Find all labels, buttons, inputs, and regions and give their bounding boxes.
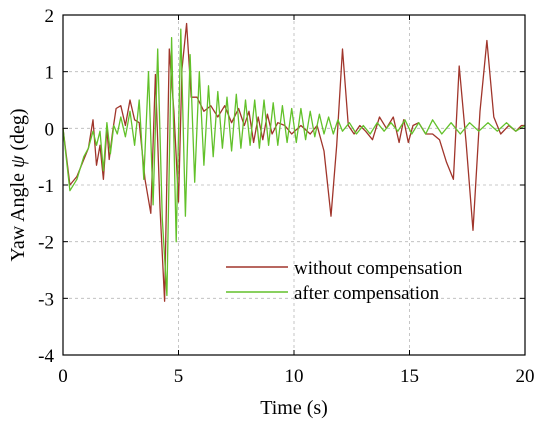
x-tick-label: 10 xyxy=(285,366,304,387)
y-tick-label: -1 xyxy=(38,176,54,197)
y-tick-label: 0 xyxy=(45,119,55,140)
y-axis-label-symbol: ψ xyxy=(7,155,29,168)
series-group xyxy=(62,22,526,302)
y-tick-label: -3 xyxy=(38,289,54,310)
tick-labels: 0 5 10 15 20 -4 -3 -2 -1 0 1 2 xyxy=(38,6,534,387)
x-tick-label: 20 xyxy=(516,366,535,387)
y-tick-label: -4 xyxy=(38,346,54,367)
series-line-without-compensation xyxy=(62,22,525,302)
y-axis-label-prefix: Yaw Angle xyxy=(7,168,29,262)
y-axis-label-suffix: (deg) xyxy=(7,108,29,155)
x-tick-label: 0 xyxy=(58,366,68,387)
legend-label-without-compensation: without compensation xyxy=(294,258,463,279)
legend-label-after-compensation: after compensation xyxy=(294,283,440,304)
legend: without compensation after compensation xyxy=(226,258,463,304)
x-axis-label: Time (s) xyxy=(260,397,328,419)
y-tick-label: 2 xyxy=(45,6,55,27)
y-tick-label: 1 xyxy=(45,63,55,84)
x-tick-label: 5 xyxy=(174,366,184,387)
y-tick-label: -2 xyxy=(38,233,54,254)
series-line-after-compensation xyxy=(62,28,526,297)
axis-ticks xyxy=(62,14,526,356)
y-axis-label: Yaw Angle ψ (deg) xyxy=(7,108,29,261)
x-tick-label: 15 xyxy=(400,366,419,387)
